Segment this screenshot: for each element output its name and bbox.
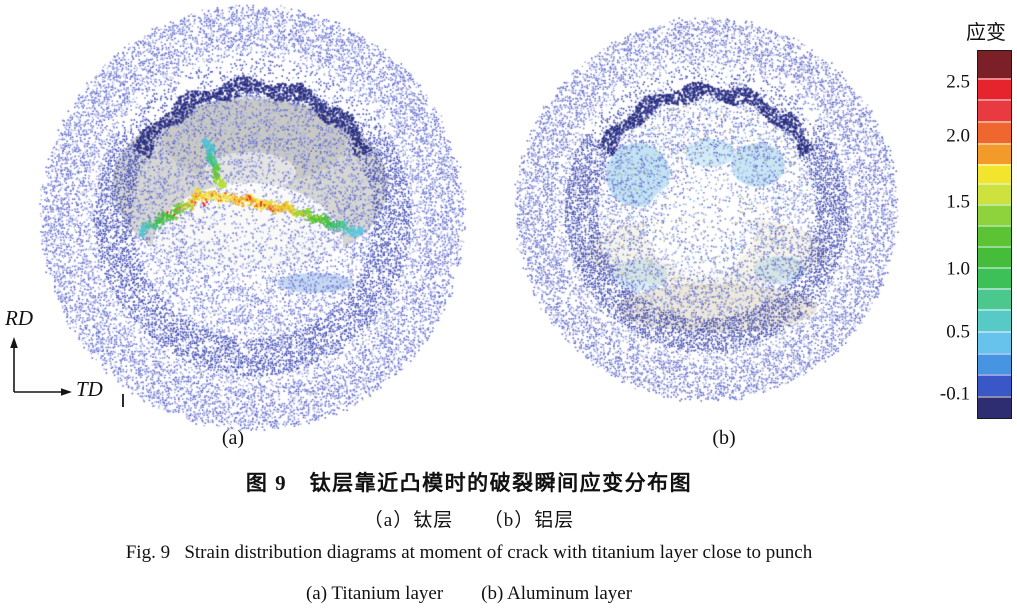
- strain-map-aluminum-layer: [510, 13, 902, 405]
- colorbar-segment: [978, 183, 1011, 204]
- colorbar-tick-label: -0.1: [939, 383, 970, 405]
- rd-arrowhead-icon: [10, 337, 18, 348]
- colorbar-tick-label: 1.5: [946, 191, 970, 213]
- colorbar-tick-label: 2.0: [946, 125, 970, 147]
- colorbar-segment: [978, 267, 1011, 288]
- axis-arrows: [10, 337, 72, 396]
- caption-chinese-title: 图 9 钛层靠近凸模时的破裂瞬间应变分布图: [245, 471, 693, 495]
- colorbar-tick-label: 2.5: [946, 71, 970, 93]
- colorbar-segment: [978, 246, 1011, 267]
- colorbar-tick-label: 0.5: [946, 321, 970, 343]
- caption-english-sub: (a) Titanium layer (b) Aluminum layer: [305, 583, 633, 604]
- axis-label-td: TD: [76, 377, 103, 401]
- colorbar-segment: [978, 99, 1011, 121]
- panel-label-b: (b): [712, 427, 736, 449]
- colorbar-tick-label: 1.0: [946, 258, 970, 280]
- colorbar-segment: [978, 374, 1011, 396]
- td-arrowhead-icon: [61, 388, 72, 396]
- colorbar-segment: [978, 288, 1011, 309]
- stray-tick-mark: [122, 394, 124, 407]
- strain-map-titanium-layer: [36, 1, 470, 435]
- colorbar-segment: [978, 353, 1011, 374]
- caption-chinese-sub: （a）钛层 （b）铝层: [363, 510, 575, 531]
- colorbar-segment: [978, 331, 1011, 353]
- colorbar-segment: [978, 143, 1011, 164]
- colorbar-segment: [978, 396, 1011, 418]
- colorbar-segment: [978, 225, 1011, 246]
- caption-english-title: Fig. 9 Strain distribution diagrams at m…: [125, 542, 813, 563]
- panel-label-a: (a): [221, 427, 245, 449]
- colorbar-title: 应变: [966, 22, 1006, 44]
- colorbar: [977, 50, 1012, 419]
- colorbar-segment: [978, 121, 1011, 143]
- colorbar-segment: [978, 78, 1011, 99]
- colorbar-segment: [978, 309, 1011, 331]
- axis-label-rd: RD: [5, 306, 33, 330]
- colorbar-segment: [978, 51, 1011, 78]
- colorbar-segment: [978, 164, 1011, 183]
- colorbar-segment: [978, 204, 1011, 225]
